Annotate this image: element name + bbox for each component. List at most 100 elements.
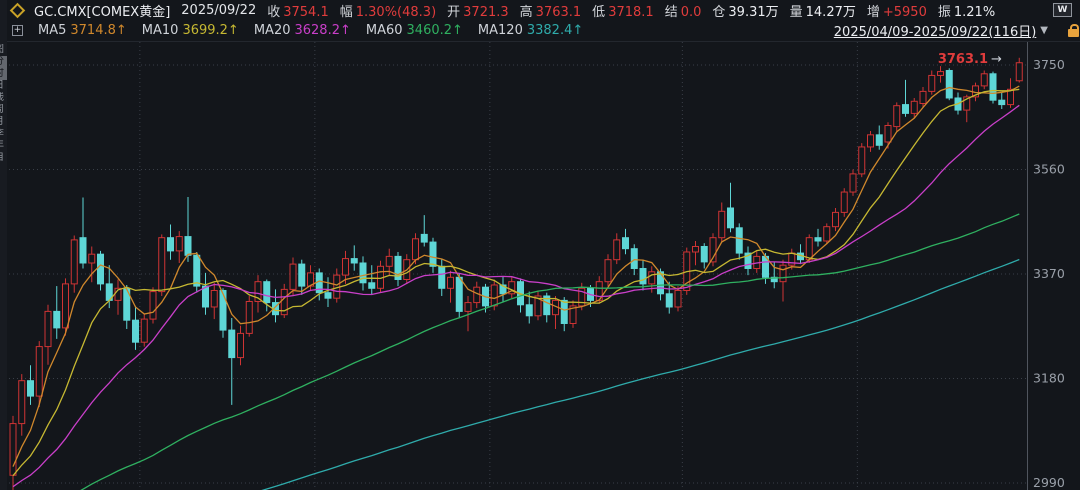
candle-up <box>18 380 26 425</box>
candle-down <box>770 276 778 283</box>
candle-down <box>228 329 236 359</box>
indicator-icon[interactable]: + <box>12 25 23 36</box>
candle-up <box>963 96 971 111</box>
ma-legend-item: MA120 3382.4↑ <box>477 23 584 38</box>
candle-up <box>44 310 52 348</box>
left-toolbar-item[interactable]: 时 <box>0 68 7 80</box>
candle-up <box>823 226 831 242</box>
candle-up <box>210 289 218 308</box>
ma-legend-item: MA60 3460.2↑ <box>365 23 463 38</box>
candle-up <box>840 191 848 213</box>
candle-up <box>70 239 78 285</box>
candle-down <box>202 285 209 308</box>
y-axis-tick-label: 3180 <box>1033 370 1065 385</box>
candle-up <box>928 74 936 92</box>
quote-date: 2025/09/22 <box>181 2 257 18</box>
candle-up <box>674 289 682 308</box>
ma-line-ma10 <box>12 88 1020 477</box>
candle-down <box>132 319 139 343</box>
candle-up <box>613 239 621 261</box>
annotation-arrow-icon: → <box>991 52 1002 67</box>
left-toolbar-item[interactable]: 自 <box>0 152 7 164</box>
candle-up <box>62 283 69 329</box>
quote-field: 高 3763.1 <box>519 4 582 20</box>
left-period-toolbar[interactable]: 图分时日线周月季年自 <box>0 0 7 490</box>
candle-up <box>237 332 244 359</box>
candle-down <box>525 304 533 317</box>
ma-legend-bar: + MA5 3714.8↑ MA10 3699.2↑ MA20 3628.2↑ MA60 34… <box>7 20 1080 42</box>
candle-down <box>359 262 367 284</box>
quote-field: 结 0.0 <box>664 4 702 20</box>
candle-down <box>455 276 463 312</box>
left-toolbar-item[interactable]: 月 <box>0 116 7 128</box>
candle-up <box>648 271 656 285</box>
candle-down <box>184 236 192 256</box>
candle-down <box>324 292 332 299</box>
candle-down <box>429 241 437 267</box>
candle-up <box>910 100 918 114</box>
y-axis-tick-label: 2990 <box>1033 475 1065 490</box>
grid-layer: 3750 3560 3370 3180 2990 <box>9 42 1065 490</box>
annotation-price: 3763.1 <box>938 52 988 67</box>
candle-down <box>875 134 883 146</box>
candle-down <box>438 265 446 289</box>
left-toolbar-item[interactable]: 线 <box>0 92 7 104</box>
quote-bar: GC.CMX[COMEX黄金] 2025/09/22 收 3754.1 幅 1.30%… <box>7 0 1080 20</box>
candle-up <box>919 90 927 104</box>
candle-down <box>27 380 34 397</box>
candlestick-chart[interactable]: 3750 3560 3370 3180 2990 3763.1 → <box>7 42 1080 490</box>
candle-down <box>97 253 104 285</box>
quote-fields: 收 3754.1 幅 1.30%(48.3) 开 3721.3 高 3763.1 低 3718.1… <box>267 1 995 20</box>
lock-icon[interactable] <box>1067 24 1080 37</box>
candle-up <box>9 423 17 476</box>
left-toolbar-item[interactable]: 年 <box>0 140 7 152</box>
candle-up <box>385 255 393 267</box>
left-toolbar-item[interactable]: 季 <box>0 128 7 140</box>
quote-field: 收 3754.1 <box>267 4 329 20</box>
candle-up <box>709 237 717 263</box>
candle-up <box>604 259 612 283</box>
candle-down <box>560 299 568 324</box>
candle-down <box>79 237 87 264</box>
candle-up <box>254 281 262 302</box>
candle-up <box>464 302 472 312</box>
candle-down <box>998 99 1006 106</box>
ma-legend-item: MA20 3628.2↑ <box>253 23 351 38</box>
left-toolbar-item[interactable]: 周 <box>0 104 7 116</box>
candle-down <box>945 69 953 99</box>
candle-up <box>412 238 419 261</box>
ma-lines-layer <box>12 85 1020 490</box>
ma-items: MA5 3714.8↑ MA10 3699.2↑ MA20 3628.2↑ MA60 3460… <box>38 23 583 38</box>
left-toolbar-item[interactable]: 图 <box>0 44 7 56</box>
left-toolbar-item[interactable]: 分 <box>0 56 7 68</box>
candle-down <box>193 254 201 287</box>
candle-up <box>569 305 577 324</box>
ma-line-ma20 <box>12 104 1020 488</box>
quote-field: 幅 1.30%(48.3) <box>339 4 437 20</box>
candles-layer <box>9 57 1023 490</box>
candle-up <box>849 173 857 193</box>
symbol-name: GC.CMX[COMEX黄金] <box>34 4 171 20</box>
date-range-selector[interactable]: 2025/04/09-2025/09/22(116日) ▼ <box>834 21 1048 40</box>
candle-up <box>508 281 516 295</box>
y-axis-tick-label: 3370 <box>1033 266 1065 281</box>
date-range-label: 2025/04/09-2025/09/22(116日) <box>833 25 1037 40</box>
candle-up <box>980 73 988 87</box>
last-price-annotation: 3763.1 → <box>938 52 1002 67</box>
window-logo-icon[interactable]: W <box>1053 3 1072 17</box>
candle-up <box>175 236 183 252</box>
ma-line-ma60 <box>80 213 1020 490</box>
ma-legend-item: MA5 3714.8↑ <box>38 23 127 38</box>
candle-down <box>394 255 402 280</box>
candle-down <box>298 263 306 287</box>
y-axis-tick-label: 3560 <box>1033 161 1065 176</box>
quote-field: 量 14.27万 <box>789 4 856 20</box>
left-toolbar-item[interactable]: 日 <box>0 80 7 92</box>
candle-up <box>832 211 839 228</box>
candle-up <box>88 253 96 264</box>
ma-legend-item: MA10 3699.2↑ <box>141 23 239 38</box>
candle-up <box>779 264 787 283</box>
candle-up <box>158 237 166 293</box>
candle-down <box>543 295 551 316</box>
candle-down <box>744 252 752 269</box>
